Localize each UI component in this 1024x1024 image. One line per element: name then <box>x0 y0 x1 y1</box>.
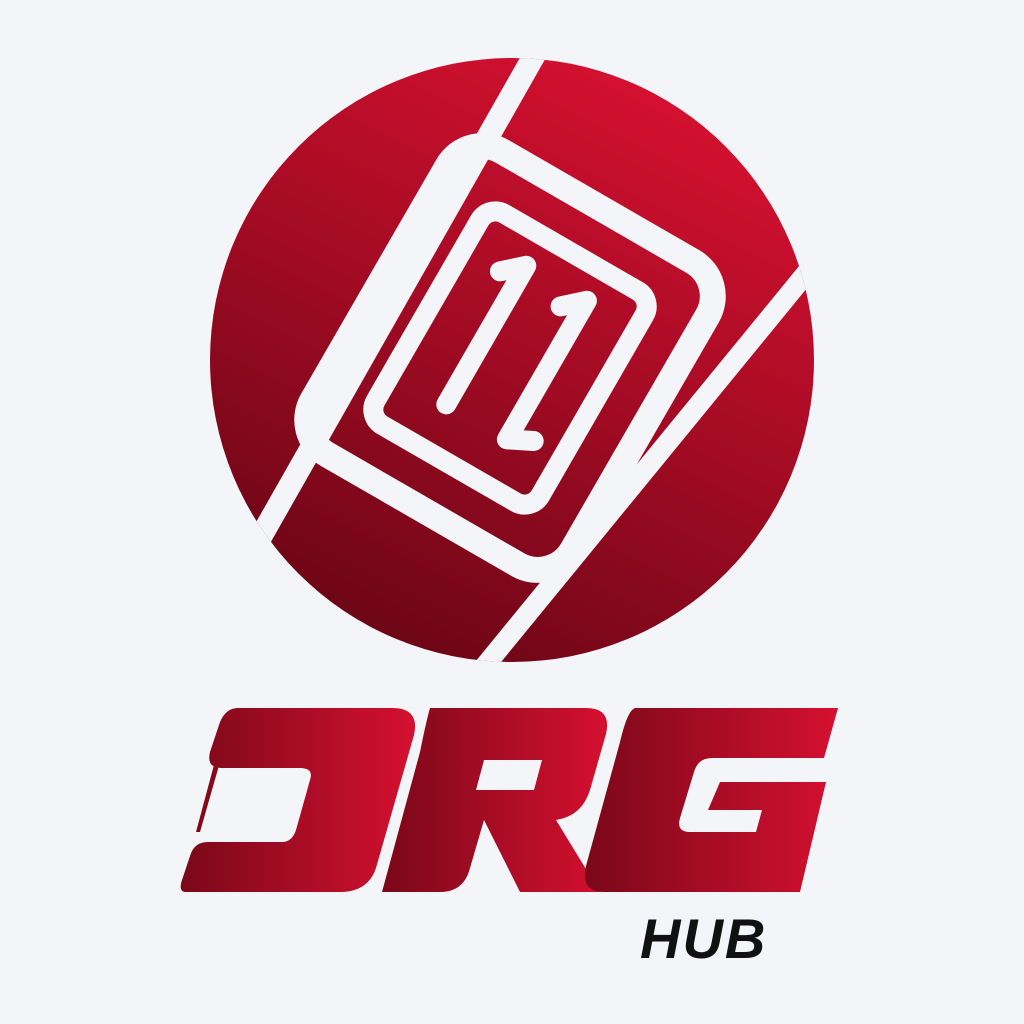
eleven-numeral-icon <box>436 255 597 451</box>
svg-text:HUB: HUB <box>640 907 767 970</box>
ball-shape <box>210 58 814 662</box>
badge-icon <box>294 133 726 583</box>
ball-stripes <box>210 58 814 662</box>
emblem-icon <box>210 58 814 662</box>
wordmark-letter-g <box>584 708 838 892</box>
wordmark-letter-o <box>180 708 416 892</box>
wordmark-letter-r <box>382 708 608 892</box>
org-wordmark <box>180 708 838 892</box>
hub-subword: HUB <box>640 907 767 970</box>
